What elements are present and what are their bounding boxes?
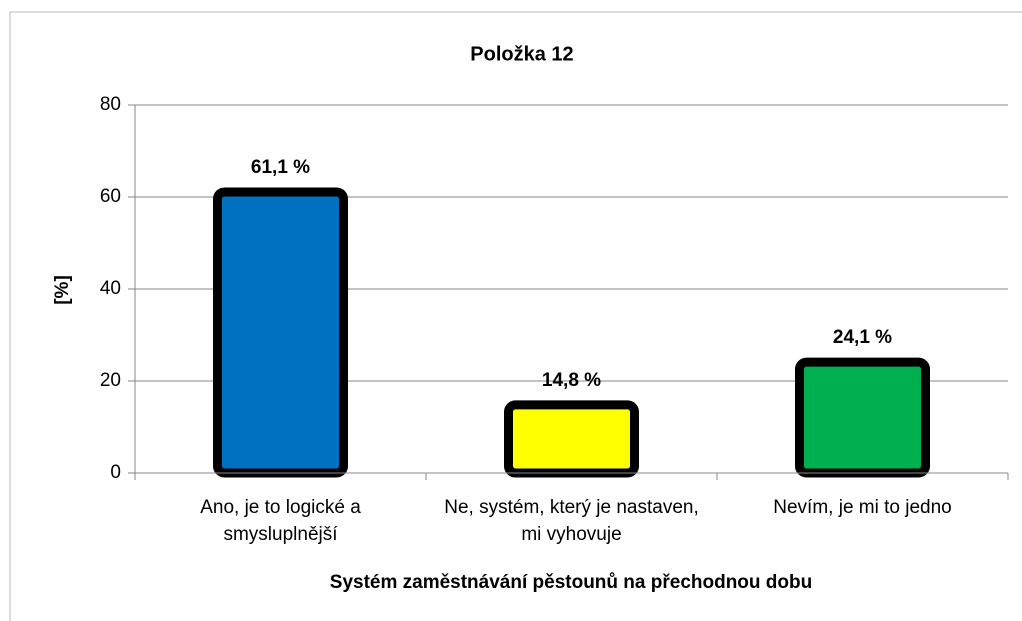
y-tick-label: 60 <box>100 186 121 207</box>
chart-title: Položka 12 <box>470 43 573 65</box>
bar <box>504 400 639 478</box>
y-tick-label: 20 <box>100 370 121 391</box>
value-label: 61,1 % <box>251 157 310 178</box>
x-tick-label: Ano, je to logické a smysluplnější <box>200 497 361 545</box>
x-axis-label: Systém zaměstnávání pěstounů na přechodn… <box>330 572 812 593</box>
y-axis-label: [%] <box>52 275 73 305</box>
value-label: 14,8 % <box>542 370 601 391</box>
value-label: 24,1 % <box>833 327 892 348</box>
y-tick-label: 80 <box>100 94 121 115</box>
y-tick-label: 40 <box>100 278 121 299</box>
bar <box>213 187 348 478</box>
x-tick-label: Nevím, je mi to jedno <box>773 497 952 518</box>
bar <box>795 357 930 478</box>
x-tick-label: Ne, systém, který je nastaven, mi vyhovu… <box>444 497 699 545</box>
y-tick-label: 0 <box>110 462 121 483</box>
